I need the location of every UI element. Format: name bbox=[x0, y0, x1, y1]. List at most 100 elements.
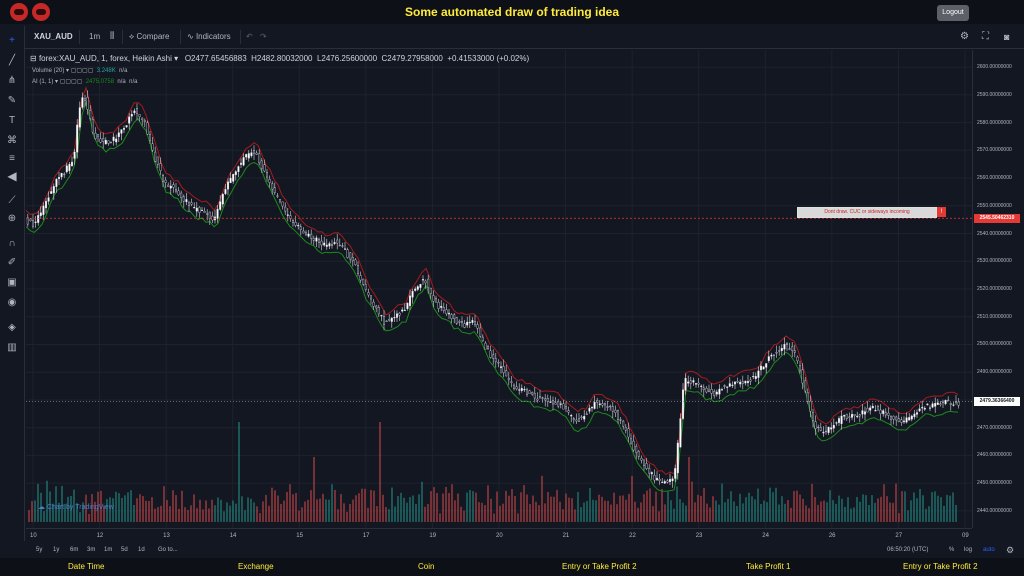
candle-body bbox=[265, 171, 268, 178]
candle-body bbox=[318, 238, 321, 243]
volume-bar bbox=[487, 485, 489, 522]
current-price-label: 2479.36366400 bbox=[974, 397, 1020, 407]
percent-toggle[interactable]: % bbox=[949, 547, 955, 553]
clock[interactable]: 06:50:20 (UTC) bbox=[887, 547, 929, 553]
auto-toggle[interactable]: auto bbox=[983, 547, 995, 553]
volume-bar bbox=[751, 496, 753, 522]
range-button-1d[interactable]: 1d bbox=[138, 547, 145, 553]
candle-body bbox=[370, 295, 373, 300]
time-axis[interactable]: 10 12 13 14 15 17 19 20 21 22 23 24 26 27 09 bbox=[26, 528, 972, 543]
stay-in-drawing-icon[interactable]: ✐ bbox=[7, 257, 17, 268]
volume-bar bbox=[235, 503, 237, 522]
ruler-icon[interactable]: ⟋ bbox=[8, 195, 16, 206]
range-button-5d[interactable]: 5d bbox=[121, 547, 128, 553]
candle-body bbox=[882, 410, 885, 414]
symbol-search-button[interactable]: XAU_AUD bbox=[34, 32, 73, 41]
back-arrow-icon[interactable]: ◀ bbox=[7, 169, 17, 183]
volume-bar bbox=[226, 502, 228, 522]
price-chart[interactable] bbox=[26, 50, 972, 528]
alert-button[interactable]: ! bbox=[937, 207, 946, 217]
footer-item[interactable]: Coin bbox=[418, 562, 435, 571]
volume-bar bbox=[154, 508, 156, 522]
candle-body bbox=[99, 138, 102, 143]
brand-logo-icon bbox=[10, 3, 28, 21]
volume-bar bbox=[91, 494, 93, 522]
range-button-1m[interactable]: 1m bbox=[104, 547, 113, 553]
volume-bar bbox=[202, 509, 204, 522]
footer-item[interactable]: Exchange bbox=[238, 562, 274, 571]
candle-body bbox=[187, 202, 190, 207]
candle-body bbox=[632, 440, 635, 451]
candle-body bbox=[120, 129, 123, 134]
volume-bar bbox=[193, 494, 195, 522]
candle-body bbox=[952, 404, 955, 406]
brush-icon[interactable]: ✎ bbox=[7, 95, 17, 106]
volume-bar bbox=[220, 499, 222, 522]
footer-item[interactable]: Date Time bbox=[68, 562, 105, 571]
candle-style-icon[interactable]: ⫴ bbox=[110, 31, 115, 42]
compare-button[interactable]: ⟡ Compare bbox=[129, 26, 169, 48]
undo-icon[interactable]: ↶ bbox=[246, 32, 253, 41]
volume-bar bbox=[82, 502, 84, 522]
trend-line-icon[interactable]: ╱ bbox=[8, 55, 16, 66]
goto-button[interactable]: Go to... bbox=[158, 547, 178, 553]
candle-body bbox=[903, 420, 906, 423]
candle-body bbox=[406, 302, 409, 309]
candle-body bbox=[76, 124, 79, 153]
price-axis[interactable]: 2600.00000000 2590.00000000 2580.00000000 2… bbox=[972, 50, 1024, 528]
candle-body bbox=[146, 122, 149, 135]
legend-collapse-icon[interactable]: ⊟ bbox=[30, 54, 39, 63]
volume-bar bbox=[703, 487, 705, 522]
redo-icon[interactable]: ↷ bbox=[260, 32, 267, 41]
fullscreen-icon[interactable]: ⛶ bbox=[982, 31, 989, 42]
tradingview-watermark[interactable]: ☁ Chart by TradingView bbox=[38, 503, 114, 511]
fib-icon[interactable]: ≡ bbox=[9, 153, 15, 164]
candle-body bbox=[895, 416, 898, 421]
candle-body bbox=[403, 309, 406, 312]
volume-bar bbox=[484, 505, 486, 522]
axis-settings-gear-icon[interactable]: ⚙ bbox=[1006, 545, 1015, 555]
crosshair-icon[interactable]: + bbox=[9, 35, 15, 46]
footer-item[interactable]: Entry or Take Profit 2 bbox=[562, 562, 637, 571]
candle-body bbox=[726, 386, 729, 388]
series-title[interactable]: forex:XAU_AUD, 1, forex, Heikin Ashi bbox=[38, 54, 172, 63]
candle-body bbox=[887, 412, 890, 416]
ai-legend[interactable]: AI (1, 1) ▾ ▢▢▢▢ 2475.0758 n/a n/a bbox=[32, 79, 138, 85]
candle-body bbox=[161, 174, 164, 182]
volume-bar bbox=[256, 506, 258, 522]
trash-icon[interactable]: ▥ bbox=[7, 342, 17, 353]
log-toggle[interactable]: log bbox=[964, 547, 973, 553]
interval-button[interactable]: 1m bbox=[89, 32, 101, 41]
camera-snapshot-icon[interactable]: ◙ bbox=[1004, 32, 1010, 42]
volume-bar bbox=[511, 489, 513, 522]
zoom-in-icon[interactable]: ⊕ bbox=[7, 213, 17, 224]
candle-body bbox=[947, 399, 950, 402]
footer-item[interactable]: Take Profit 1 bbox=[746, 562, 791, 571]
volume-bar bbox=[130, 490, 132, 522]
text-tool-icon[interactable]: T bbox=[8, 115, 16, 126]
pitchfork-icon[interactable]: ⋔ bbox=[7, 75, 17, 86]
volume-bar bbox=[655, 491, 657, 522]
candle-body bbox=[63, 173, 66, 176]
candle-body bbox=[252, 150, 255, 154]
volume-bar bbox=[52, 503, 54, 522]
footer-item[interactable]: Entry or Take Profit 2 bbox=[903, 562, 978, 571]
price-tick-label: 2580.00000000 bbox=[977, 119, 1012, 126]
volume-bar bbox=[238, 422, 240, 522]
range-button-1y[interactable]: 1y bbox=[53, 547, 60, 553]
range-button-3m[interactable]: 3m bbox=[87, 547, 96, 553]
eye-icon[interactable]: ◉ bbox=[7, 297, 17, 308]
lock-icon[interactable]: ▣ bbox=[7, 277, 17, 288]
layers-icon[interactable]: ◈ bbox=[8, 322, 16, 333]
pattern-icon[interactable]: ⌘ bbox=[7, 135, 17, 146]
settings-gear-icon[interactable]: ⚙ bbox=[960, 31, 969, 42]
candle-body bbox=[115, 138, 118, 143]
volume-bar bbox=[883, 484, 885, 522]
magnet-icon[interactable]: ∩ bbox=[8, 238, 16, 249]
logout-button[interactable]: Logout bbox=[937, 5, 969, 21]
range-button-6m[interactable]: 6m bbox=[70, 547, 79, 553]
indicators-button[interactable]: ∿ Indicators bbox=[187, 26, 231, 48]
volume-legend[interactable]: Volume (20) ▾ ▢▢▢▢ 3.248K n/a bbox=[32, 68, 128, 74]
range-button-5y[interactable]: 5y bbox=[36, 547, 43, 553]
candle-body bbox=[455, 317, 458, 324]
